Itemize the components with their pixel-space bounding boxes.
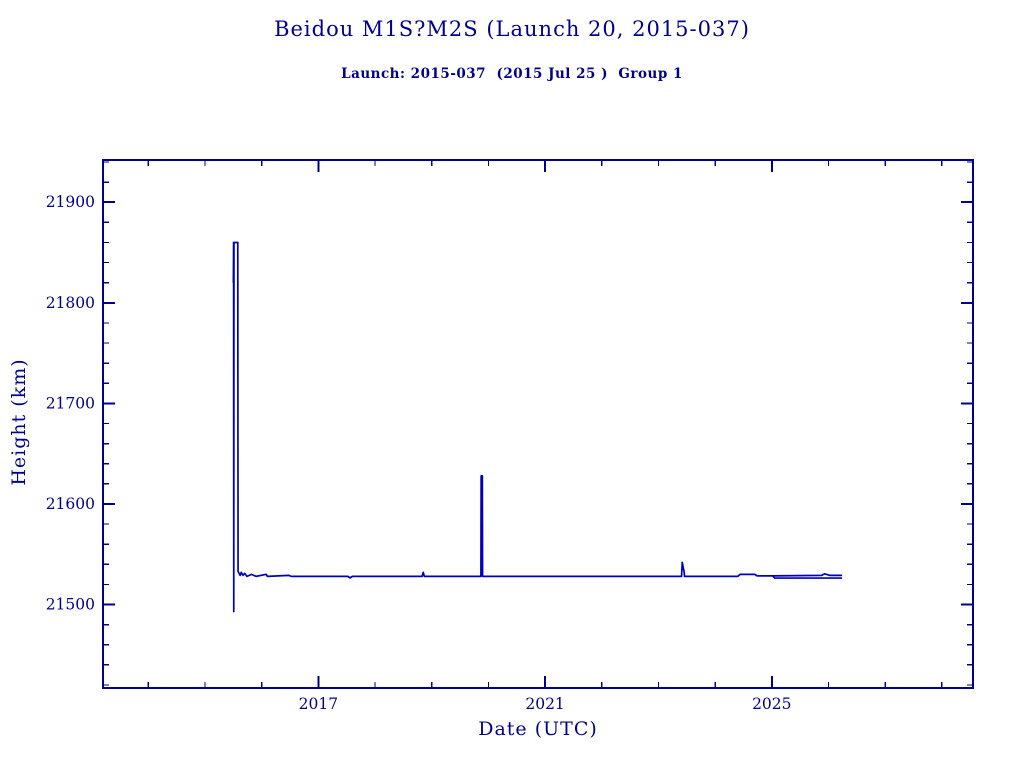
chart-title: Beidou M1S?M2S (Launch 20, 2015-037) [274,17,750,41]
chart-subtitle: Launch: 2015-037 (2015 Jul 25 ) Group 1 [341,66,683,82]
x-tick-label: 2021 [525,695,564,713]
data-series-line-2 [772,575,843,579]
y-tick-label: 21700 [46,394,95,412]
data-series-line-1 [232,241,843,613]
x-tick-label: 2017 [299,695,338,713]
axis-ticks [103,160,973,688]
x-axis-title: Date (UTC) [478,718,598,740]
tick-labels: 2017 2021 2025 21500 21600 21700 21800 21900 [46,193,792,713]
y-tick-label: 21500 [46,596,95,614]
x-tick-label: 2025 [752,695,791,713]
y-tick-label: 21800 [46,294,95,312]
y-tick-label: 21600 [46,495,95,513]
y-tick-label: 21900 [46,193,95,211]
y-axis-title: Height (km) [8,358,30,486]
